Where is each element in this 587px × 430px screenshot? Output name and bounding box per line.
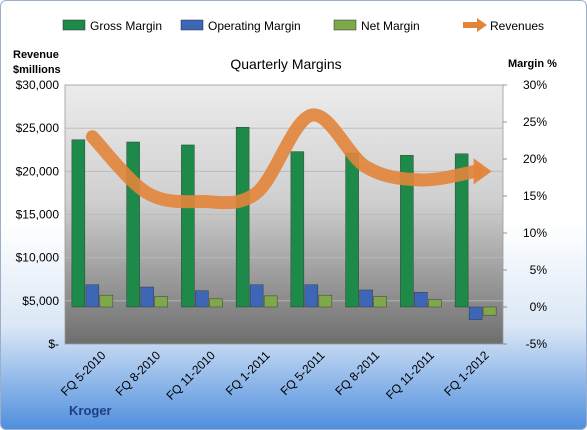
legend-item-gross-margin: Gross Margin — [62, 19, 162, 33]
left-tick-label: $25,000 — [16, 121, 60, 135]
right-tick-label: -5% — [526, 337, 548, 351]
legend-label: Operating Margin — [208, 19, 301, 33]
bar-gross-margin — [454, 153, 469, 308]
right-tick-label: 15% — [523, 189, 547, 203]
legend-swatch — [180, 19, 204, 31]
bar-operating-margin — [140, 286, 154, 308]
left-tick-label: $10,000 — [16, 251, 60, 265]
bar-gross-margin — [400, 155, 414, 308]
bar-operating-margin — [359, 289, 373, 308]
revenue-line-group — [85, 108, 492, 210]
company-label: Kroger — [69, 403, 112, 418]
bar-gross-margin — [71, 139, 86, 308]
legend-swatch — [62, 19, 86, 31]
bar-net-margin — [154, 296, 168, 308]
right-axis-title: Margin % — [508, 58, 557, 70]
left-axis: $30,000 $25,000 $20,000 $15,000 $10,000 $5,00… — [16, 78, 60, 351]
legend: Gross Margin Operating Margin Net Margin Re… — [62, 18, 544, 33]
left-tick-label: $30,000 — [16, 78, 60, 92]
bar-operating-margin — [249, 284, 264, 308]
right-axis: 30% 25% 20% 15% 10% 5% 0% -5% — [503, 78, 547, 351]
x-tick-label: FQ 5-2010 — [58, 348, 109, 399]
legend-label: Gross Margin — [90, 19, 162, 33]
left-tick-label: $5,000 — [22, 294, 59, 308]
bar-gross-margin — [126, 141, 140, 308]
bar-operating-margin — [304, 284, 319, 308]
bar-net-margin — [482, 306, 497, 316]
left-tick-label: $20,000 — [16, 164, 60, 178]
legend-swatch — [333, 19, 357, 31]
bar-net-margin — [373, 296, 387, 308]
x-tick-label: FQ 1-2011 — [223, 348, 273, 398]
x-axis: FQ 5-2010 FQ 8-2010 FQ 11-2010 FQ 1-2011 FQ … — [58, 348, 492, 403]
bar-net-margin — [318, 294, 333, 308]
right-tick-label: 30% — [523, 78, 547, 92]
bar-operating-margin — [195, 290, 209, 308]
x-tick-label: FQ 8-2011 — [332, 348, 382, 398]
right-tick-label: 0% — [530, 300, 548, 314]
bar-net-margin — [209, 298, 223, 308]
right-tick-label: 10% — [523, 226, 547, 240]
bar-net-margin — [428, 299, 442, 308]
bar-net-margin — [99, 294, 114, 308]
x-tick-label: FQ 11-2011 — [383, 348, 437, 402]
legend-item-net-margin: Net Margin — [333, 19, 420, 33]
bar-operating-margin — [414, 292, 428, 308]
bar-gross-margin — [181, 144, 195, 308]
legend-label: Revenues — [490, 19, 544, 33]
left-tick-label: $- — [48, 337, 59, 351]
legend-label: Net Margin — [361, 19, 420, 33]
right-tick-label: 25% — [523, 115, 547, 129]
bar-gross-margin — [345, 152, 359, 308]
revenue-line — [85, 108, 483, 210]
right-tick-label: 5% — [530, 263, 548, 277]
legend-swatch-arrow — [477, 18, 487, 32]
left-axis-title-line1: Revenue — [13, 49, 59, 61]
bar-gross-margin — [235, 126, 250, 308]
left-axis-title-line2: $millions — [13, 64, 61, 76]
right-tick-label: 20% — [523, 152, 547, 166]
legend-item-revenues: Revenues — [463, 18, 544, 33]
bar-gross-margin — [290, 151, 305, 308]
x-tick-label: FQ 1-2012 — [441, 348, 492, 399]
bar-net-margin — [263, 295, 278, 308]
x-tick-label: FQ 5-2011 — [278, 348, 328, 398]
bar-operating-margin — [85, 284, 100, 308]
x-tick-label: FQ 11-2010 — [163, 348, 218, 403]
bar-operating-margin — [468, 306, 483, 320]
legend-item-operating-margin: Operating Margin — [180, 19, 301, 33]
left-tick-label: $15,000 — [16, 208, 60, 222]
revenue-line-arrowhead — [473, 158, 492, 185]
chart-title: Quarterly Margins — [230, 56, 341, 72]
x-tick-label: FQ 8-2010 — [113, 348, 164, 399]
